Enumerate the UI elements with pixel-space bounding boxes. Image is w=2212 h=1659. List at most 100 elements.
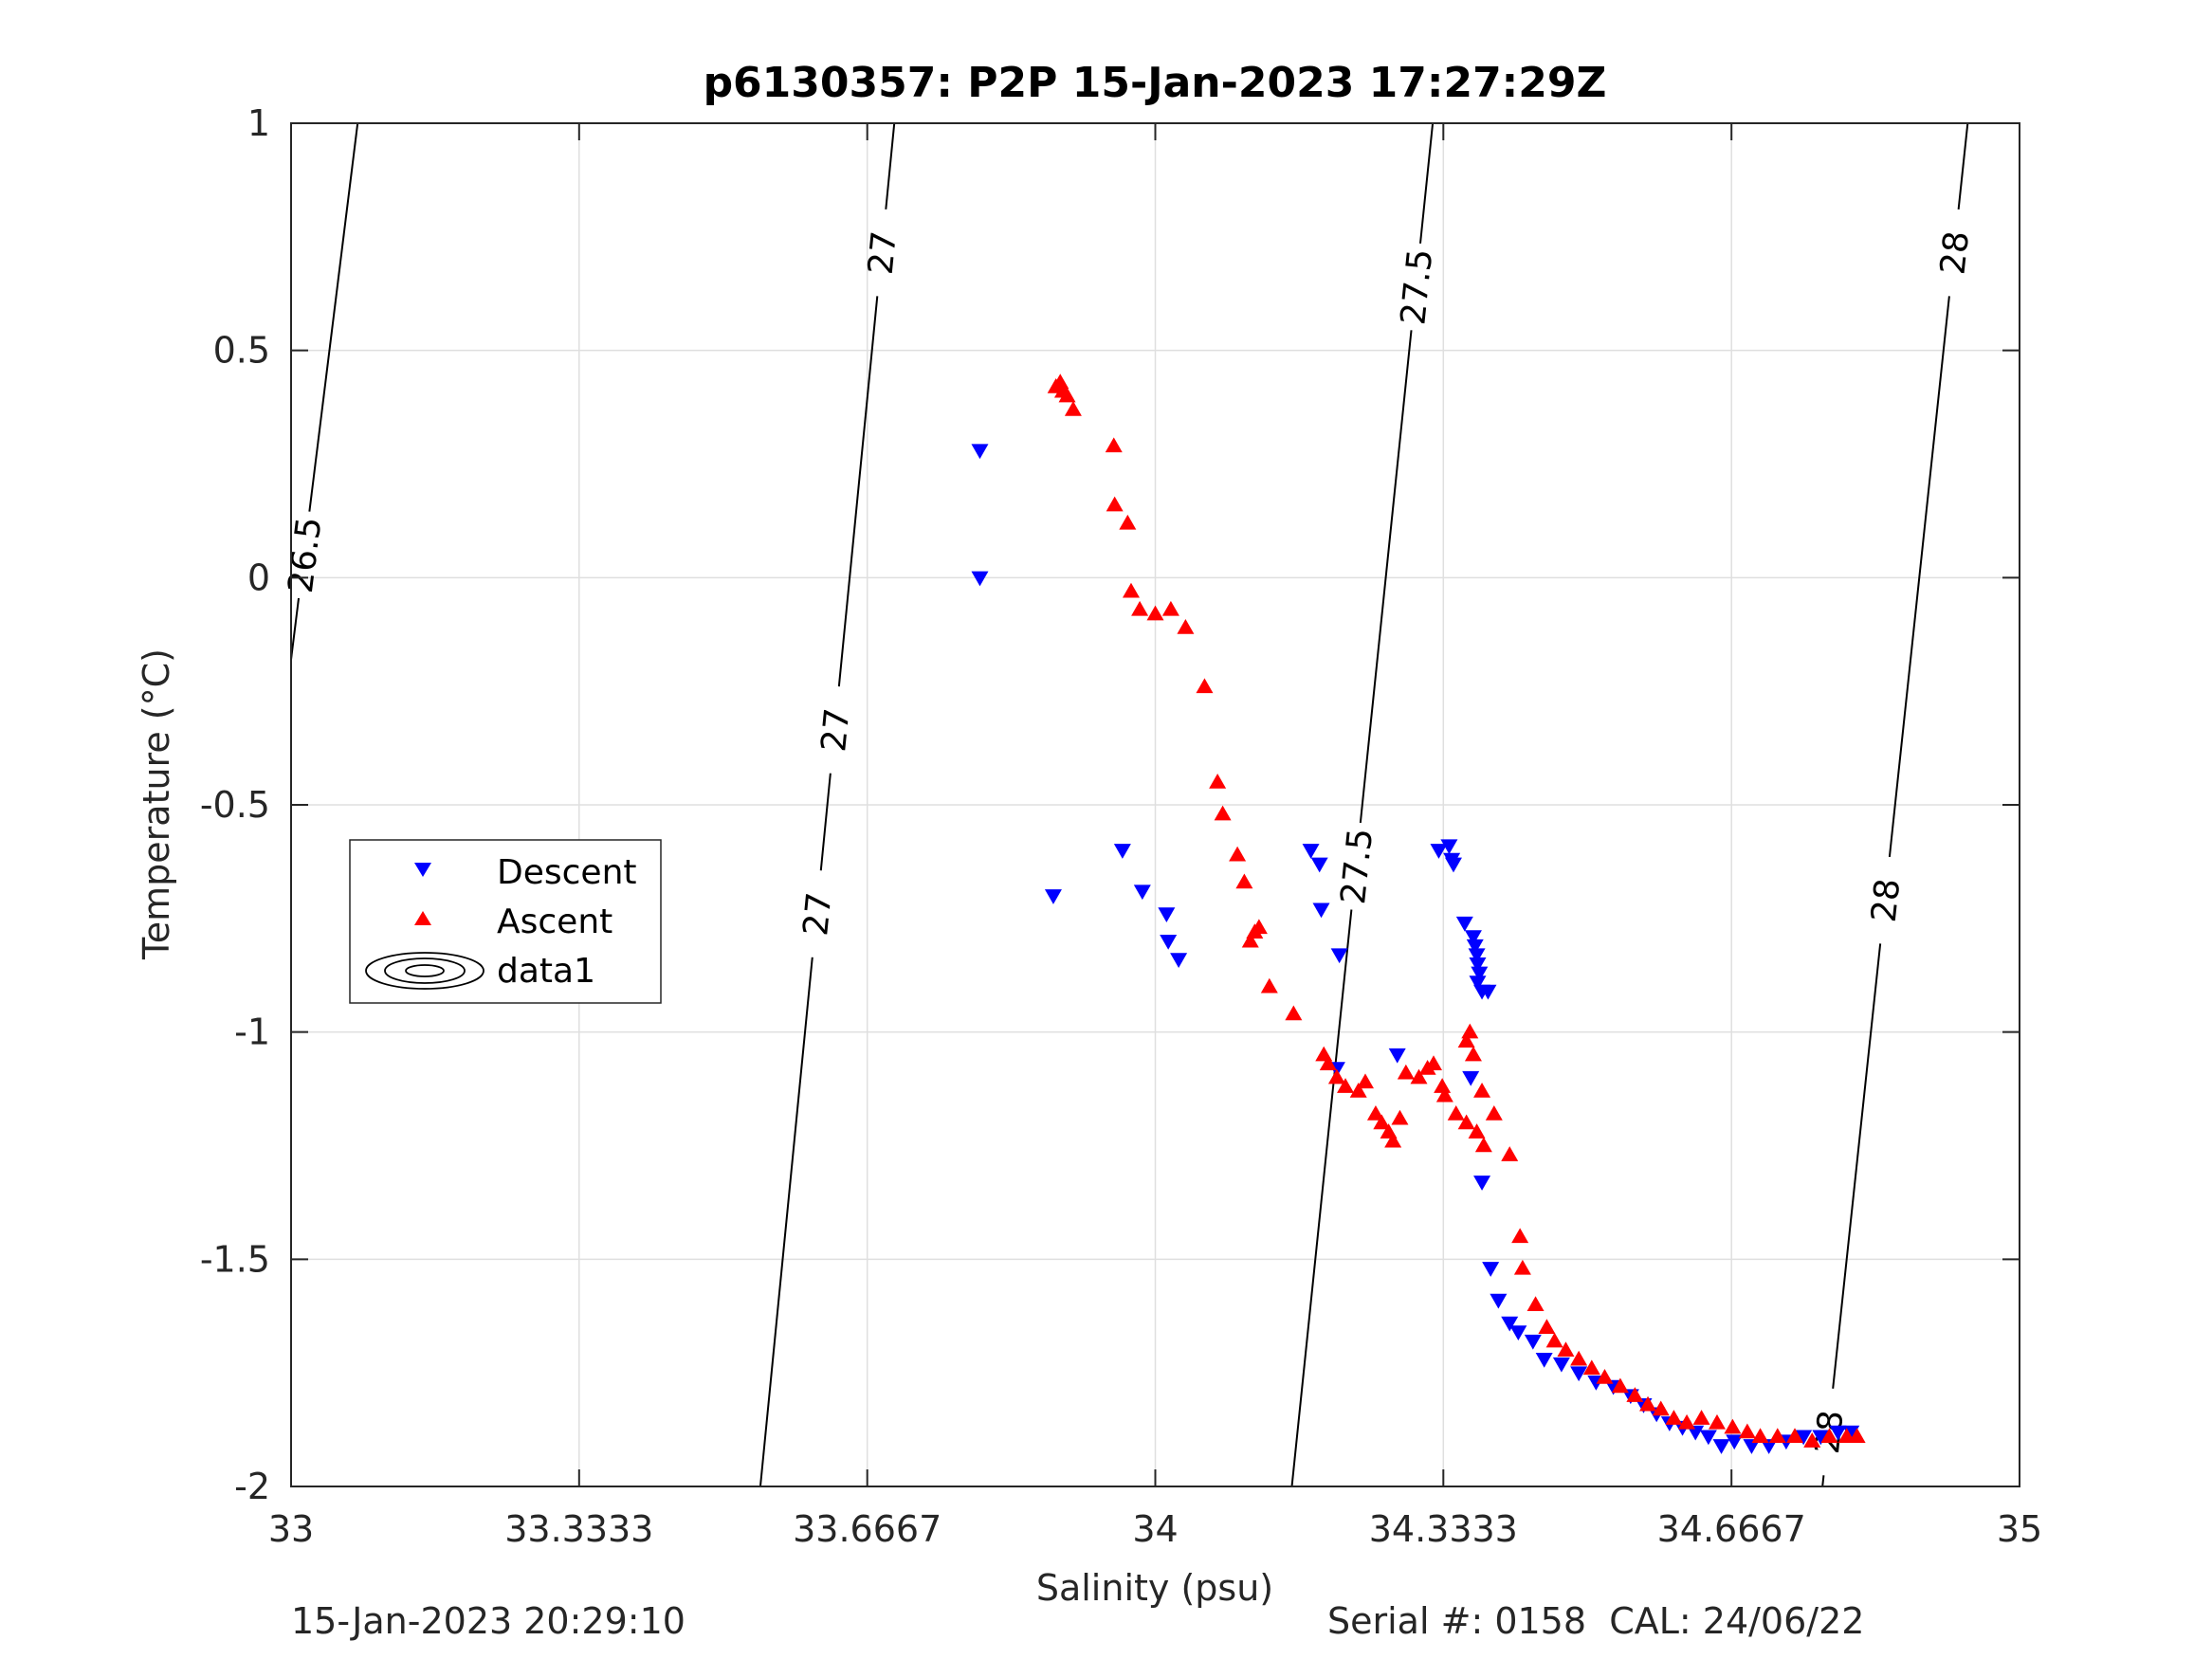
- ascent-point: [1410, 1068, 1428, 1085]
- descent-point: [1440, 839, 1458, 855]
- ascent-point: [1751, 1428, 1769, 1444]
- descent-point: [1795, 1430, 1813, 1446]
- ascent-point: [1425, 1055, 1443, 1070]
- ascent-point: [1146, 605, 1164, 621]
- descent-point: [1133, 884, 1151, 901]
- x-tick-label: 33.3333: [504, 1508, 653, 1550]
- x-tick-label: 33: [268, 1508, 314, 1550]
- x-tick-label: 34: [1132, 1508, 1178, 1550]
- ascent-point: [1526, 1296, 1545, 1312]
- ascent-point: [1468, 1123, 1486, 1139]
- descent-point: [1160, 935, 1178, 950]
- contour-line: [837, 296, 879, 687]
- x-tick-label: 34.3333: [1369, 1508, 1518, 1550]
- descent-point: [1471, 966, 1489, 982]
- descent-point: [1570, 1366, 1588, 1382]
- descent-point: [1044, 889, 1062, 904]
- x-tick-label: 34.6667: [1657, 1508, 1806, 1550]
- ascent-point: [1652, 1400, 1670, 1416]
- x-tick-label: 33.6667: [793, 1508, 941, 1550]
- contour-line: [308, 122, 359, 512]
- ascent-point: [1501, 1146, 1519, 1161]
- ascent-point: [1485, 1104, 1503, 1121]
- chart-title: p6130357: P2P 15-Jan-2023 17:27:29Z: [704, 59, 1607, 107]
- ascent-point: [1639, 1395, 1657, 1412]
- ascent-point: [1105, 437, 1123, 453]
- footer-serial-cal: Serial #: 0158 CAL: 24/06/22: [1327, 1600, 1865, 1642]
- ascent-point: [1058, 387, 1076, 403]
- descent-point: [1310, 857, 1328, 873]
- ascent-point: [1513, 1259, 1531, 1275]
- ascent-point: [1557, 1341, 1575, 1357]
- legend-descent-marker: [414, 863, 431, 877]
- descent-point: [1388, 1048, 1406, 1064]
- descent-point: [1464, 930, 1482, 946]
- ascent-point: [1768, 1428, 1786, 1444]
- y-axis-label: Temperature (°C): [136, 648, 177, 960]
- contour-line: [1290, 909, 1353, 1487]
- descent-point: [971, 571, 989, 587]
- x-axis-label: Salinity (psu): [1036, 1567, 1273, 1609]
- y-tick-label: -2: [234, 1466, 270, 1507]
- descent-point: [1482, 1262, 1500, 1277]
- ascent-point: [1820, 1428, 1838, 1444]
- descent-point: [1302, 844, 1320, 859]
- ascent-point: [1570, 1350, 1588, 1366]
- contour-line: [1957, 122, 1969, 210]
- ascent-point: [1626, 1387, 1644, 1402]
- ascent-point: [1327, 1068, 1345, 1085]
- ascent-point: [1435, 1086, 1453, 1103]
- contour-line: [1832, 943, 1882, 1389]
- contour-label: 27: [796, 890, 839, 938]
- ascent-point: [1457, 1114, 1475, 1130]
- contour-line: [1888, 296, 1950, 858]
- contour-label: 28: [1865, 877, 1909, 924]
- ascent-point: [1319, 1055, 1337, 1070]
- ascent-point: [1131, 600, 1149, 616]
- descent-point: [1687, 1425, 1705, 1441]
- contour-line: [819, 773, 832, 871]
- ascent-point: [1692, 1410, 1710, 1425]
- contour-label: 28: [1933, 229, 1977, 277]
- descent-point: [1552, 1357, 1570, 1373]
- ascent-point: [1397, 1064, 1415, 1080]
- ascent-point: [1434, 1078, 1452, 1093]
- y-tick-label: -1: [234, 1012, 270, 1053]
- ascent-series: [1047, 374, 1866, 1448]
- descent-point: [971, 444, 989, 460]
- axis-ticks: 33 33.3333 33.6667 34 34.3333 34.6667 35 1 0.5 0 -…: [200, 102, 2042, 1550]
- legend-descent-label: Descent: [497, 853, 637, 892]
- descent-point: [1479, 984, 1497, 1000]
- contour-line: [290, 597, 301, 660]
- contour-label: 26.5: [282, 515, 330, 595]
- descent-point: [1312, 902, 1330, 919]
- y-tick-label: -0.5: [200, 784, 270, 826]
- y-tick-label: 0.5: [213, 330, 270, 372]
- ascent-point: [1051, 374, 1069, 389]
- ascent-point: [1473, 1082, 1491, 1098]
- ascent-point: [1611, 1377, 1629, 1394]
- ascent-point: [1250, 919, 1268, 935]
- ascent-point: [1177, 619, 1195, 634]
- ascent-point: [1724, 1418, 1742, 1434]
- contour-line: [885, 122, 896, 210]
- descent-point: [1469, 957, 1487, 973]
- contour-line: [1418, 122, 1435, 244]
- legend-data1-label: data1: [497, 952, 595, 991]
- ascent-point: [1678, 1413, 1696, 1430]
- x-tick-label: 35: [1997, 1508, 2042, 1550]
- descent-point: [1509, 1325, 1527, 1341]
- descent-point: [1473, 1176, 1491, 1191]
- legend-contour-icon: [365, 952, 484, 990]
- legend-box: [349, 839, 662, 1004]
- ascent-point: [1665, 1410, 1683, 1425]
- ascent-point: [1196, 678, 1214, 694]
- descent-point: [1466, 939, 1484, 955]
- footer-timestamp: 15-Jan-2023 20:29:10: [291, 1600, 686, 1642]
- descent-point: [1760, 1439, 1778, 1454]
- ascent-point: [1803, 1432, 1821, 1448]
- ascent-point: [1229, 846, 1247, 862]
- descent-point: [1468, 948, 1486, 964]
